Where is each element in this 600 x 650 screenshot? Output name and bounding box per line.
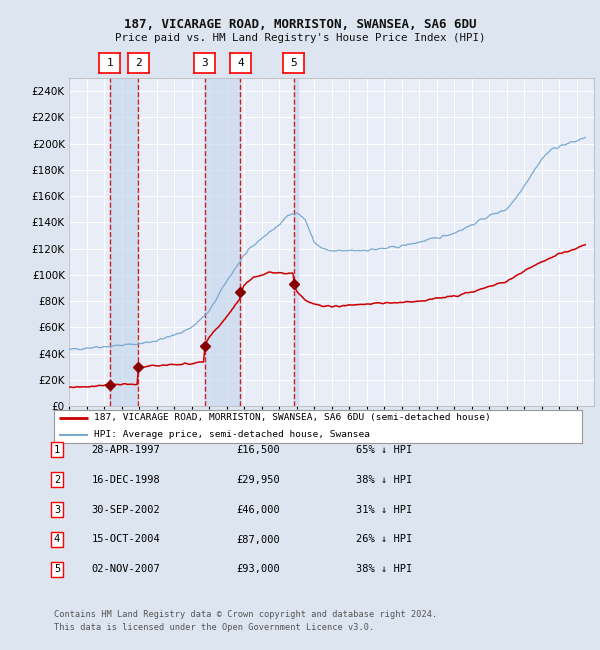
Text: 28-APR-1997: 28-APR-1997 xyxy=(92,445,160,455)
Text: 16-DEC-1998: 16-DEC-1998 xyxy=(92,474,160,485)
Text: £46,000: £46,000 xyxy=(236,504,280,515)
Text: 15-OCT-2004: 15-OCT-2004 xyxy=(92,534,160,545)
Text: 2: 2 xyxy=(135,58,142,68)
Text: HPI: Average price, semi-detached house, Swansea: HPI: Average price, semi-detached house,… xyxy=(94,430,370,439)
Text: 30-SEP-2002: 30-SEP-2002 xyxy=(92,504,160,515)
Text: 26% ↓ HPI: 26% ↓ HPI xyxy=(356,534,412,545)
Text: £87,000: £87,000 xyxy=(236,534,280,545)
Bar xyxy=(110,78,139,406)
Text: 3: 3 xyxy=(201,58,208,68)
Text: £29,950: £29,950 xyxy=(236,474,280,485)
Text: 5: 5 xyxy=(54,564,60,575)
Text: 1: 1 xyxy=(54,445,60,455)
Text: Price paid vs. HM Land Registry's House Price Index (HPI): Price paid vs. HM Land Registry's House … xyxy=(115,32,485,43)
Text: £16,500: £16,500 xyxy=(236,445,280,455)
Text: Contains HM Land Registry data © Crown copyright and database right 2024.: Contains HM Land Registry data © Crown c… xyxy=(54,610,437,619)
Text: 02-NOV-2007: 02-NOV-2007 xyxy=(92,564,160,575)
Text: 187, VICARAGE ROAD, MORRISTON, SWANSEA, SA6 6DU (semi-detached house): 187, VICARAGE ROAD, MORRISTON, SWANSEA, … xyxy=(94,413,490,423)
Bar xyxy=(293,78,298,406)
Text: 38% ↓ HPI: 38% ↓ HPI xyxy=(356,564,412,575)
Text: 2: 2 xyxy=(54,474,60,485)
Text: This data is licensed under the Open Government Licence v3.0.: This data is licensed under the Open Gov… xyxy=(54,623,374,632)
Text: 65% ↓ HPI: 65% ↓ HPI xyxy=(356,445,412,455)
Text: 5: 5 xyxy=(290,58,297,68)
Bar xyxy=(205,78,241,406)
Text: 187, VICARAGE ROAD, MORRISTON, SWANSEA, SA6 6DU: 187, VICARAGE ROAD, MORRISTON, SWANSEA, … xyxy=(124,18,476,31)
Text: £93,000: £93,000 xyxy=(236,564,280,575)
Text: 3: 3 xyxy=(54,504,60,515)
Text: 38% ↓ HPI: 38% ↓ HPI xyxy=(356,474,412,485)
Text: 1: 1 xyxy=(106,58,113,68)
Text: 4: 4 xyxy=(54,534,60,545)
Text: 4: 4 xyxy=(237,58,244,68)
Text: 31% ↓ HPI: 31% ↓ HPI xyxy=(356,504,412,515)
